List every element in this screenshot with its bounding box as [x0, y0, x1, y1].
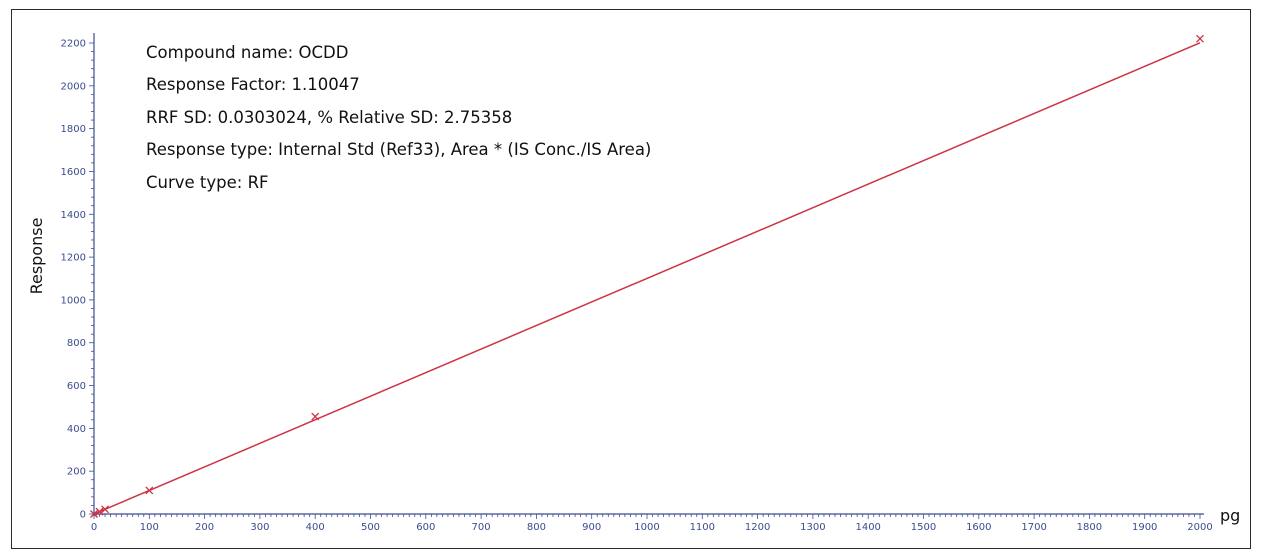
annotation-rrf-sd: RRF SD: 0.0303024, % Relative SD: 2.7535… [146, 108, 512, 127]
annotation-curve-type: Curve type: RF [146, 173, 269, 192]
x-tick-label: 600 [416, 522, 435, 533]
x-tick-label: 1200 [745, 522, 770, 533]
x-tick-label: 700 [472, 522, 491, 533]
y-axis-label: Response [27, 218, 46, 295]
x-tick-label: 2000 [1187, 522, 1212, 533]
x-tick-label: 1400 [855, 522, 880, 533]
data-point [101, 505, 110, 514]
x-tick-label: 500 [361, 522, 380, 533]
x-tick-label: 1800 [1077, 522, 1102, 533]
x-tick-label: 1100 [690, 522, 715, 533]
x-tick-label: 800 [527, 522, 546, 533]
y-tick-label: 1800 [61, 124, 86, 135]
x-tick-label: 1300 [800, 522, 825, 533]
chart-frame [11, 9, 1251, 549]
x-tick-label: 1000 [634, 522, 659, 533]
y-tick-label: 0 [80, 510, 86, 521]
y-tick-label: 800 [67, 338, 86, 349]
y-tick-label: 1200 [61, 253, 86, 264]
x-tick-label: 200 [195, 522, 214, 533]
annotation-response-factor: Response Factor: 1.10047 [146, 75, 360, 94]
data-point [95, 507, 104, 516]
annotation-response-type: Response type: Internal Std (Ref33), Are… [146, 140, 651, 159]
y-tick-label: 1600 [61, 167, 86, 178]
y-tick-label: 400 [67, 424, 86, 435]
annotation-compound-name: Compound name: OCDD [146, 43, 348, 62]
x-tick-label: 1900 [1132, 522, 1157, 533]
fit-line [93, 42, 1201, 515]
y-tick-label: 2000 [61, 81, 86, 92]
y-tick-label: 600 [67, 381, 86, 392]
data-point [1196, 34, 1204, 43]
data-point [311, 412, 320, 421]
x-tick-label: 100 [140, 522, 159, 533]
x-tick-label: 400 [306, 522, 325, 533]
x-tick-label: 1700 [1021, 522, 1046, 533]
y-tick-label: 1400 [61, 210, 86, 221]
x-tick-label: 1500 [911, 522, 936, 533]
x-tick-label: 900 [582, 522, 601, 533]
data-point [90, 510, 98, 518]
x-axis-label: pg [1220, 506, 1240, 525]
y-tick-label: 2200 [61, 39, 86, 50]
x-tick-label: 0 [91, 522, 97, 533]
data-point [145, 486, 154, 495]
y-tick-label: 1000 [61, 295, 86, 306]
y-tick-label: 200 [67, 467, 86, 478]
compound-info: Compound name: OCDD Response Factor: 1.1… [146, 43, 651, 192]
x-tick-label: 300 [250, 522, 269, 533]
x-tick-label: 1600 [966, 522, 991, 533]
